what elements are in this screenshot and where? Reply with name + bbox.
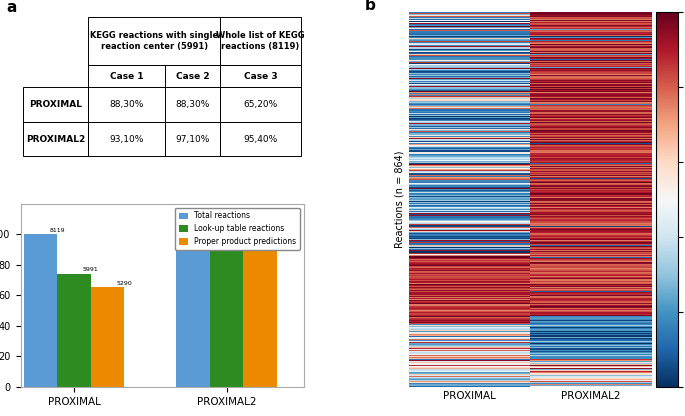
Bar — [88, 65, 165, 87]
Bar — [210, 238, 243, 387]
Bar — [91, 287, 125, 387]
Bar — [220, 122, 301, 156]
Bar — [176, 234, 210, 387]
Bar — [165, 122, 220, 156]
Bar — [88, 17, 220, 65]
Text: 8119: 8119 — [202, 228, 218, 233]
Bar — [88, 87, 165, 122]
Y-axis label: Reactions (n = 864): Reactions (n = 864) — [395, 151, 404, 248]
Bar — [165, 65, 220, 87]
Text: 93,10%: 93,10% — [110, 134, 144, 144]
Text: 5290: 5290 — [116, 281, 132, 286]
Text: 97,10%: 97,10% — [175, 134, 210, 144]
Bar — [220, 17, 301, 65]
Text: 8119: 8119 — [49, 228, 65, 233]
Bar — [58, 274, 91, 387]
Text: 5991: 5991 — [83, 267, 99, 272]
Text: 65,20%: 65,20% — [243, 100, 277, 109]
Text: Case 2: Case 2 — [175, 72, 210, 81]
Text: 88,30%: 88,30% — [110, 100, 144, 109]
Text: 7941: 7941 — [236, 231, 251, 236]
Bar — [243, 241, 277, 387]
Bar — [165, 87, 220, 122]
Bar — [220, 87, 301, 122]
Bar — [220, 65, 301, 87]
Text: 95,40%: 95,40% — [243, 134, 277, 144]
Text: 7744: 7744 — [269, 235, 285, 240]
Text: 88,30%: 88,30% — [175, 100, 210, 109]
Text: PROXIMAL: PROXIMAL — [29, 100, 82, 109]
Bar — [88, 122, 165, 156]
Text: Case 1: Case 1 — [110, 72, 143, 81]
Bar — [23, 87, 88, 122]
Legend: Total reactions, Look-up table reactions, Proper product predictions: Total reactions, Look-up table reactions… — [175, 208, 300, 250]
Text: b: b — [365, 0, 376, 12]
Text: Case 3: Case 3 — [244, 72, 277, 81]
Text: a: a — [6, 0, 16, 15]
Text: PROXIMAL2: PROXIMAL2 — [26, 134, 86, 144]
Text: KEGG reactions with single
reaction center (5991): KEGG reactions with single reaction cent… — [90, 31, 219, 51]
Text: Whole list of KEGG
reactions (8119): Whole list of KEGG reactions (8119) — [216, 31, 305, 51]
Bar — [24, 234, 58, 387]
Bar — [23, 122, 88, 156]
